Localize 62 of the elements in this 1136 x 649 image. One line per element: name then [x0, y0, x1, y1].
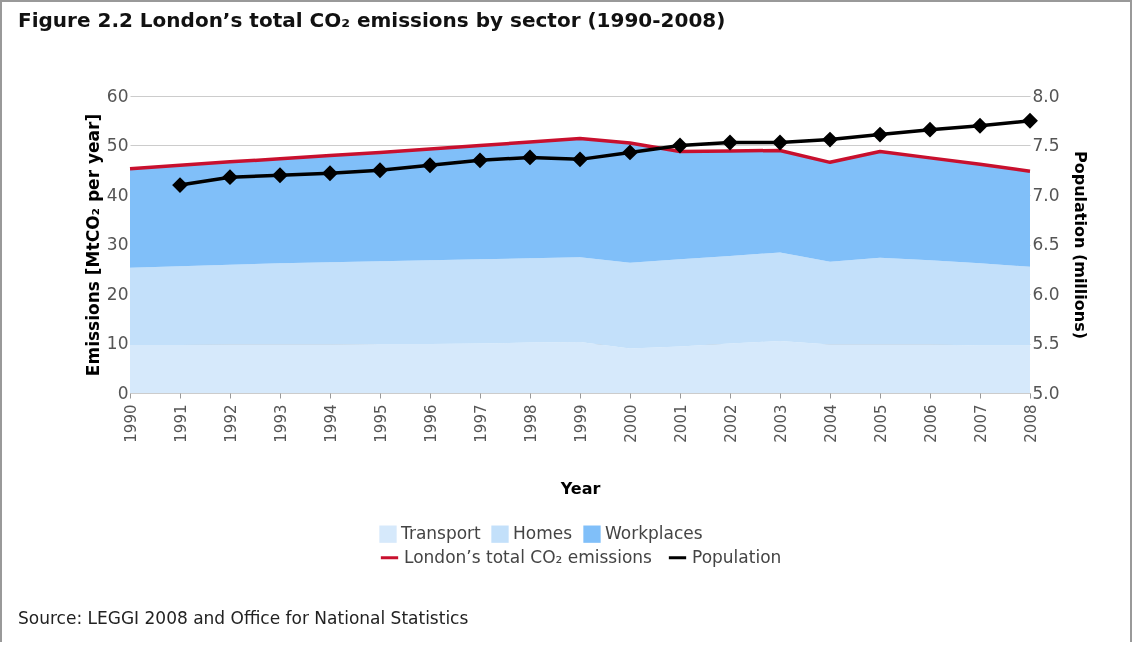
- point: [372, 162, 388, 178]
- point: [872, 127, 888, 143]
- x-tick-label: 1997: [471, 404, 490, 443]
- point: [522, 149, 538, 165]
- y2-tick-label: 8.0: [1032, 85, 1060, 106]
- x-tick-label: 2007: [971, 404, 990, 443]
- y-tick-label: 20: [106, 283, 129, 304]
- y-tick-label: 10: [106, 333, 129, 353]
- point: [572, 151, 588, 167]
- point: [422, 157, 438, 173]
- y2-tick-label: 6.0: [1032, 283, 1060, 304]
- source-note: Source: LEGGI 2008 and Office for National Statistics: [18, 608, 469, 628]
- legend-label: Transport: [400, 523, 482, 544]
- x-tick-label: 2000: [621, 404, 640, 443]
- x-axis-title: Year: [559, 478, 601, 498]
- point: [472, 152, 488, 168]
- point: [972, 118, 988, 134]
- legend-label: London’s total CO₂ emissions: [404, 546, 653, 567]
- legend-label: Homes: [513, 523, 573, 544]
- point: [722, 135, 738, 151]
- y-tick-label: 50: [106, 135, 129, 155]
- x-tick-label: 2001: [671, 404, 690, 443]
- point: [772, 135, 788, 151]
- point: [322, 165, 338, 181]
- y2-tick-label: 7.0: [1032, 184, 1060, 205]
- y-tick-label: 0: [117, 382, 129, 403]
- y-axis-title: Emissions [MtCO₂ per year]: [82, 113, 103, 377]
- x-tick-label: 2006: [921, 404, 940, 443]
- y2-tick-label: 6.5: [1032, 234, 1060, 254]
- y2-tick-label: 5.5: [1032, 333, 1060, 353]
- point: [672, 137, 688, 154]
- x-tick-label: 2002: [721, 404, 740, 443]
- point: [222, 169, 238, 185]
- x-tick-label: 2003: [771, 404, 790, 443]
- chart-title: Figure 2.2 London’s total CO₂ emissions by sector (1990-2008): [18, 8, 726, 32]
- x-tick-label: 1998: [521, 404, 540, 443]
- line-series: [128, 136, 1032, 173]
- x-tick-label: 1996: [421, 404, 440, 443]
- legend-label: Population: [692, 546, 782, 567]
- point: [1022, 113, 1038, 129]
- y2-tick-label: 7.5: [1032, 135, 1060, 155]
- x-tick-label: 1994: [321, 404, 340, 443]
- y-tick-label: 30: [106, 234, 129, 254]
- x-tick-label: 1999: [571, 404, 590, 443]
- legend-label: Workplaces: [605, 523, 703, 544]
- x-tick-label: 1992: [221, 404, 240, 443]
- x-tick-label: 1991: [171, 404, 190, 443]
- point: [622, 144, 638, 160]
- point: [172, 177, 188, 193]
- y2-axis-title: Population (millions): [1070, 150, 1090, 340]
- x-tick-label: 2004: [821, 404, 840, 443]
- x-tick-label: 1990: [121, 404, 140, 443]
- y-tick-label: 60: [106, 85, 129, 106]
- x-tick-label: 2008: [1021, 404, 1040, 443]
- x-tick-label: 1995: [371, 404, 390, 443]
- point: [272, 167, 288, 183]
- y-tick-label: 40: [106, 184, 129, 205]
- point: [922, 122, 938, 138]
- x-tick-label: 1993: [271, 404, 290, 443]
- x-tick-label: 2005: [871, 404, 890, 443]
- y2-tick-label: 5.0: [1032, 382, 1060, 403]
- point: [822, 132, 838, 148]
